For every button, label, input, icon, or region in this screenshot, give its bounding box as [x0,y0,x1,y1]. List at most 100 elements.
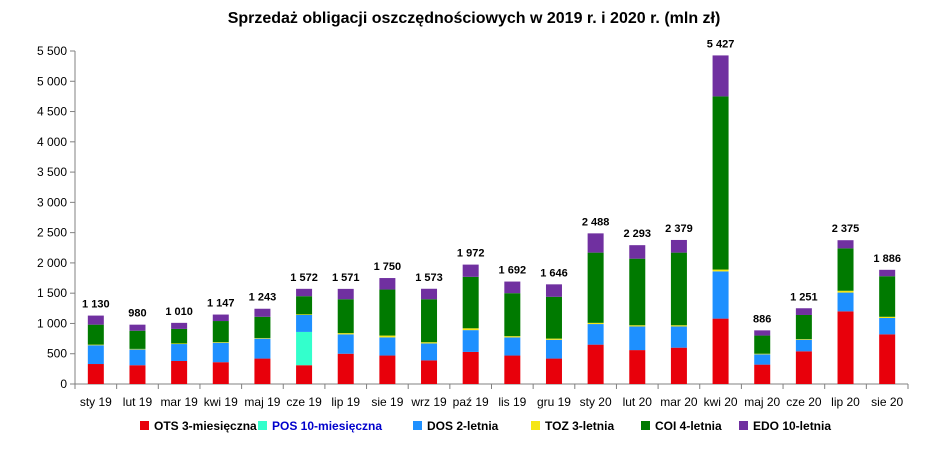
bar-segment [545,338,562,340]
bar-segment [337,288,354,300]
x-tick-label: cze 19 [286,395,322,409]
y-tick-label: 4 500 [37,105,67,119]
y-tick-label: 3 000 [37,195,67,209]
bar-segment [87,315,104,325]
bar-segment [879,316,896,319]
y-tick-label: 0 [60,377,67,391]
legend-swatch [531,421,540,430]
y-tick-label: 1 500 [37,286,67,300]
bar-segment [712,96,729,270]
y-tick-label: 500 [47,347,67,361]
total-label: 1 886 [873,253,901,265]
bar-segment [171,343,188,345]
bar-segment [87,345,104,365]
legend-swatch [140,421,149,430]
y-axis: 0 500 1 000 1 500 2 000 2 500 3 000 3 500 4 000 4… [37,44,76,391]
bar-segment [670,239,687,253]
bar-segment [795,314,812,340]
bar-segment [379,278,396,290]
bar-segment [670,252,687,326]
total-label: 1 646 [540,267,568,279]
x-tick-label: lut 19 [123,395,153,409]
bar-segment [254,316,271,338]
total-label: 2 379 [665,223,693,235]
x-tick-label: mar 19 [160,395,198,409]
total-label: 1 243 [249,292,277,304]
x-tick-label: kwi 19 [204,395,238,409]
bar-segment [587,233,604,253]
bar-segment [296,314,313,332]
bar-segment [462,264,479,277]
bar-segment [587,344,604,384]
legend-label: COI 4-letnia [655,419,722,433]
bar-segment [504,337,521,356]
bar-segment [254,358,271,384]
bar-segment [254,337,271,339]
bar-segment [879,276,896,317]
x-tick-label: kwi 20 [704,395,738,409]
bar-segment [629,326,646,351]
bar-segment [587,324,604,345]
bar-segment [171,328,188,344]
total-label: 2 488 [582,216,610,228]
bar-segment [545,284,562,297]
bar-segment [379,355,396,384]
bar-segment [254,338,271,359]
bar-segment [670,326,687,348]
bar-segment [296,331,313,366]
y-tick-label: 5 000 [37,74,67,88]
bar-segment [296,365,313,384]
bar-segment [754,354,771,365]
legend-label: OTS 3-miesięczna [154,419,257,433]
bar-segment [712,318,729,384]
legend: OTS 3-miesięczna POS 10-miesięczna DOS 2-l… [140,419,831,433]
bar-segment [212,342,229,343]
bar-segment [421,288,438,300]
total-label: 1 147 [207,298,235,310]
bar-segment [629,350,646,384]
y-tick-label: 5 500 [37,44,67,58]
bar-segment [879,334,896,384]
bar-segment [712,55,729,97]
bar-segment [254,308,271,317]
bars [87,55,896,384]
bar-segment [670,325,687,327]
bar-segment [462,328,479,331]
bar-segment [129,324,146,331]
bar-segment [587,322,604,325]
legend-swatch [739,421,748,430]
bar-segment [212,362,229,384]
bar-segment [545,358,562,384]
total-label: 1 010 [165,306,193,318]
bar-segment [795,351,812,384]
bar-segment [379,335,396,338]
bar-segment [837,240,854,249]
y-tick-label: 2 500 [37,226,67,240]
legend-swatch [413,421,422,430]
y-tick-label: 1 000 [37,316,67,330]
bar-segment [837,248,854,291]
bar-segment [462,351,479,384]
bar-segment [754,364,771,384]
bar-segment [87,364,104,384]
total-label: 2 293 [624,228,652,240]
chart-title: Sprzedaż obligacji oszczędnościowych w 2… [228,10,721,27]
bar-segment [670,347,687,384]
bar-segment [171,344,188,361]
bar-segment [129,348,146,350]
y-tick-label: 2 000 [37,256,67,270]
legend-label: DOS 2-letnia [427,419,499,433]
bar-segment [212,342,229,363]
bar-segment [879,318,896,335]
bar-segment [879,269,896,277]
bar-segment [421,360,438,384]
x-tick-label: sie 19 [371,395,403,409]
total-label: 2 375 [832,223,860,235]
total-label: 1 251 [790,291,818,303]
bar-segment [795,308,812,315]
total-label: 5 427 [707,38,735,50]
bar-segment [795,339,812,340]
bar-segment [545,296,562,339]
legend-swatch [641,421,650,430]
